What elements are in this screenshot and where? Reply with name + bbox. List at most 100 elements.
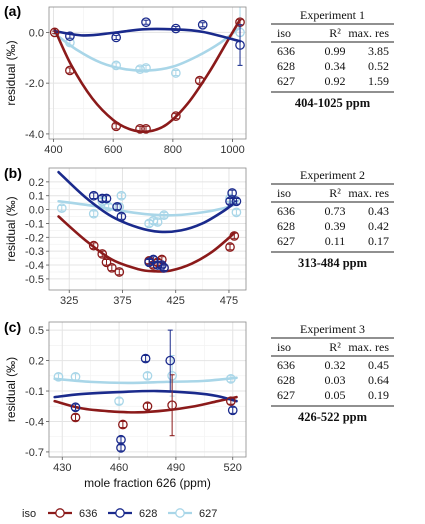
table-header-r2: R² bbox=[329, 26, 341, 40]
legend-label-636: 636 bbox=[79, 508, 97, 520]
fit-line-636 bbox=[53, 395, 238, 414]
y-tick-label: 0.5 bbox=[29, 325, 44, 337]
data-point-628 bbox=[112, 201, 123, 212]
table-header-r2: R² bbox=[329, 340, 341, 354]
table-cell-maxres: 0.17 bbox=[368, 234, 389, 248]
x-tick-label: 1000 bbox=[220, 144, 244, 156]
table-header-iso: iso bbox=[277, 340, 291, 354]
panel-1: 400 600 800 1000 0.0 -2.0 -4.0 (a) residual (‰) bbox=[4, 3, 247, 156]
legend-item-628: 628 bbox=[108, 508, 157, 520]
data-layer bbox=[53, 329, 238, 453]
data-point-627 bbox=[152, 217, 163, 227]
legend-marker-628 bbox=[115, 508, 125, 518]
data-point-636 bbox=[118, 419, 128, 430]
table-cell-iso: 636 bbox=[277, 44, 295, 58]
fit-line-636 bbox=[57, 215, 236, 273]
x-tick-label: 600 bbox=[104, 144, 122, 156]
table-cell-r2: 0.03 bbox=[325, 373, 346, 387]
x-axis-title: mole fraction 626 (ppm) bbox=[84, 476, 211, 490]
table-cell-iso: 628 bbox=[277, 59, 295, 73]
plot-border bbox=[48, 6, 247, 140]
x-tick-label: 800 bbox=[164, 144, 182, 156]
table-cell-iso: 627 bbox=[277, 234, 295, 248]
data-point-627 bbox=[171, 68, 181, 78]
fit-line-627 bbox=[53, 376, 238, 385]
data-point-628 bbox=[116, 443, 126, 453]
y-tick-label: 0.0 bbox=[29, 205, 44, 217]
table-title: Experiment 1 bbox=[300, 8, 365, 22]
table-cell-maxres: 3.85 bbox=[368, 44, 389, 58]
data-point-636 bbox=[229, 231, 240, 241]
table-header-maxres: max. res bbox=[348, 26, 389, 40]
legend-item-636: 636 bbox=[48, 508, 97, 520]
legend: iso 636 628 627 bbox=[22, 508, 217, 520]
data-point-627 bbox=[159, 210, 169, 220]
y-tick-label: -0.1 bbox=[25, 218, 44, 230]
panel-label: (a) bbox=[4, 3, 21, 19]
data-point-628 bbox=[141, 17, 151, 28]
legend-item-627: 627 bbox=[168, 508, 217, 520]
x-tick-label: 520 bbox=[224, 462, 242, 474]
data-point-636 bbox=[65, 65, 75, 76]
table-cell-r2: 0.99 bbox=[325, 44, 346, 58]
x-tick-label: 460 bbox=[110, 462, 128, 474]
y-axis-title: residual (‰) bbox=[4, 357, 18, 422]
panel-3: 430 460 490 520 0.5 0.2 -0.1 -0.4 -0.7 (c) residua… bbox=[4, 319, 247, 490]
table-title: Experiment 2 bbox=[300, 168, 365, 182]
x-tick-label: 475 bbox=[220, 295, 238, 307]
table-header-iso: iso bbox=[277, 186, 291, 200]
x-tick-label: 490 bbox=[167, 462, 185, 474]
data-point-627 bbox=[116, 190, 127, 201]
x-tick-label: 400 bbox=[44, 144, 62, 156]
table-cell-iso: 628 bbox=[277, 219, 295, 233]
data-point-636 bbox=[114, 267, 125, 277]
data-point-627 bbox=[53, 371, 64, 382]
fit-line-628 bbox=[57, 170, 238, 234]
data-point-636 bbox=[167, 400, 177, 411]
y-tick-label: 0.2 bbox=[29, 177, 44, 189]
data-point-628 bbox=[70, 402, 81, 413]
data-point-627 bbox=[56, 203, 67, 214]
panel-label: (b) bbox=[4, 165, 22, 181]
data-point-627 bbox=[141, 63, 151, 73]
y-tick-label: 0.1 bbox=[29, 191, 44, 203]
legend-label-627: 627 bbox=[199, 508, 217, 520]
table-cell-iso: 627 bbox=[277, 74, 295, 88]
legend-marker-636 bbox=[55, 508, 65, 518]
y-tick-label: 0.0 bbox=[29, 27, 44, 39]
table-cell-r2: 0.92 bbox=[325, 74, 346, 88]
data-layer bbox=[56, 170, 242, 277]
y-tick-label: -4.0 bbox=[25, 129, 44, 141]
x-tick-label: 425 bbox=[167, 295, 185, 307]
table-cell-maxres: 1.59 bbox=[368, 74, 389, 88]
panel-2: 325 375 425 475 0.2 0.1 0.0-0.1 -0.2 -0.3 -0.4 -0.… bbox=[4, 165, 247, 307]
table-cell-iso: 636 bbox=[277, 358, 295, 372]
data-point-628 bbox=[101, 193, 112, 204]
table-range: 313-484 ppm bbox=[298, 256, 368, 270]
data-point-627 bbox=[70, 371, 81, 382]
legend-marker-627 bbox=[175, 508, 185, 518]
table-range: 426-522 ppm bbox=[298, 410, 368, 424]
x-tick-label: 375 bbox=[113, 295, 131, 307]
y-tick-label: -2.0 bbox=[25, 78, 44, 90]
table-header-iso: iso bbox=[277, 26, 291, 40]
y-tick-label: -0.7 bbox=[25, 447, 44, 459]
table-header-r2: R² bbox=[329, 186, 341, 200]
fit-line-628 bbox=[53, 389, 238, 403]
table-cell-maxres: 0.45 bbox=[368, 358, 389, 372]
table-cell-r2: 0.32 bbox=[325, 358, 346, 372]
table-cell-iso: 636 bbox=[277, 204, 295, 218]
data-point-628 bbox=[171, 23, 181, 34]
y-tick-label: -0.5 bbox=[25, 274, 44, 286]
data-point-636 bbox=[171, 111, 181, 122]
data-point-636 bbox=[135, 123, 145, 134]
y-tick-label: -0.4 bbox=[25, 416, 44, 428]
data-point-628 bbox=[88, 190, 99, 201]
table-cell-r2: 0.34 bbox=[325, 59, 346, 73]
y-tick-label: -0.3 bbox=[25, 246, 44, 258]
table-cell-iso: 628 bbox=[277, 373, 295, 387]
table-cell-r2: 0.05 bbox=[325, 388, 346, 402]
y-tick-label: 0.2 bbox=[29, 356, 44, 368]
legend-title: iso bbox=[22, 508, 36, 520]
